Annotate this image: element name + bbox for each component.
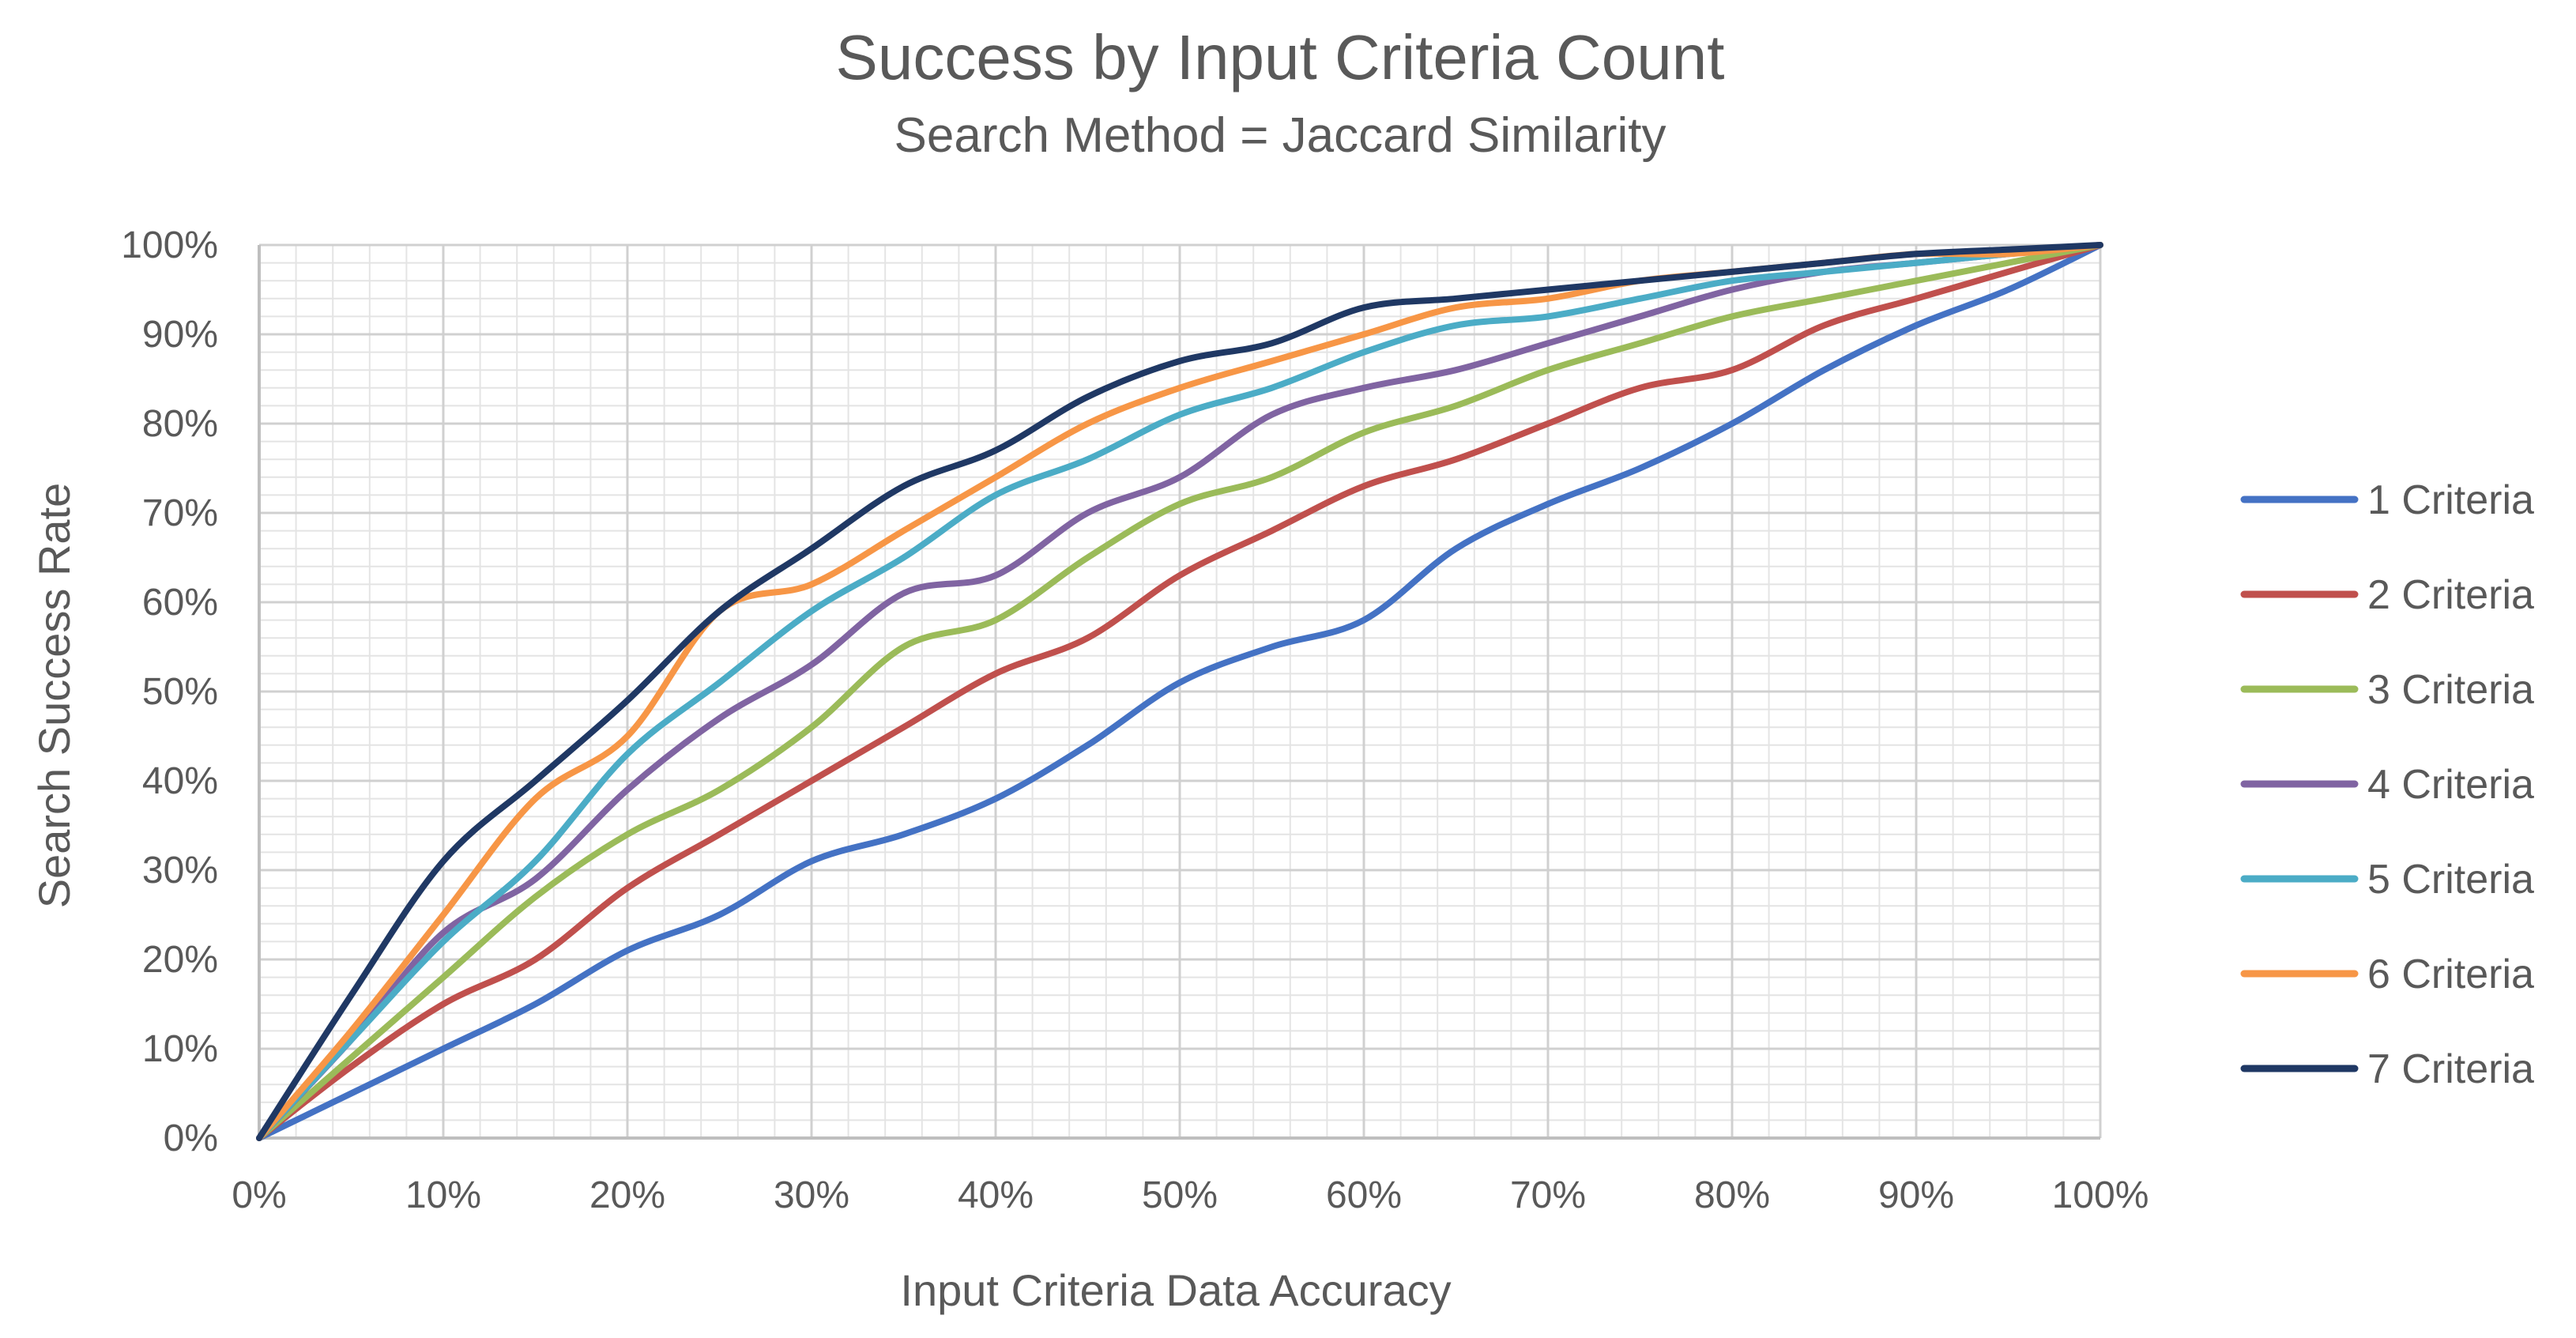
- y-tick-label: 20%: [142, 939, 218, 981]
- series-line-5-criteria: [256, 242, 2103, 1141]
- y-tick-label: 60%: [142, 582, 218, 624]
- legend-label-5-criteria: 5 Criteria: [2367, 857, 2534, 903]
- x-tick-label: 70%: [1510, 1174, 1586, 1216]
- legend-label-7-criteria: 7 Criteria: [2367, 1046, 2534, 1092]
- x-axis-label: Input Criteria Data Accuracy: [900, 1265, 1451, 1315]
- legend-label-6-criteria: 6 Criteria: [2367, 952, 2534, 997]
- x-tick-label: 80%: [1694, 1174, 1770, 1216]
- series-line-2-criteria: [256, 242, 2103, 1141]
- x-tick-label: 100%: [2052, 1174, 2149, 1216]
- series-line-7-criteria: [256, 242, 2103, 1141]
- x-tick-label: 90%: [1878, 1174, 1954, 1216]
- y-axis-label: Search Success Rate: [29, 483, 79, 908]
- chart-subtitle: Search Method = Jaccard Similarity: [894, 108, 1666, 163]
- x-tick-label: 0%: [232, 1174, 286, 1216]
- y-tick-label: 90%: [142, 314, 218, 356]
- legend-label-4-criteria: 4 Criteria: [2367, 762, 2534, 808]
- grid: [258, 243, 2102, 1140]
- y-tick-label: 30%: [142, 850, 218, 891]
- legend-label-3-criteria: 3 Criteria: [2367, 667, 2534, 713]
- chart-title: Success by Input Criteria Count: [836, 22, 1725, 92]
- y-tick-label: 100%: [121, 224, 218, 266]
- y-tick-label: 80%: [142, 403, 218, 445]
- legend: 1 Criteria 2 Criteria 3 Criteria 4 Criteria…: [2240, 477, 2534, 1092]
- axis-ticks: 0% 10% 20% 30% 40% 50% 60% 70% 80% 90% 100% 0% 10% 20…: [121, 224, 2149, 1216]
- legend-label-1-criteria: 1 Criteria: [2367, 477, 2534, 523]
- x-tick-label: 10%: [405, 1174, 481, 1216]
- series-line-3-criteria: [256, 242, 2103, 1141]
- y-tick-label: 40%: [142, 760, 218, 802]
- y-tick-label: 50%: [142, 671, 218, 713]
- legend-label-2-criteria: 2 Criteria: [2367, 572, 2534, 618]
- x-tick-label: 60%: [1326, 1174, 1402, 1216]
- y-tick-label: 70%: [142, 492, 218, 534]
- series-lines: [256, 242, 2103, 1141]
- y-tick-label: 10%: [142, 1028, 218, 1070]
- x-tick-label: 50%: [1142, 1174, 1218, 1216]
- y-tick-label: 0%: [164, 1118, 218, 1159]
- series-line-1-criteria: [256, 242, 2103, 1141]
- x-tick-label: 20%: [589, 1174, 665, 1216]
- x-tick-label: 40%: [958, 1174, 1034, 1216]
- series-line-4-criteria: [256, 242, 2103, 1141]
- x-tick-label: 30%: [774, 1174, 849, 1216]
